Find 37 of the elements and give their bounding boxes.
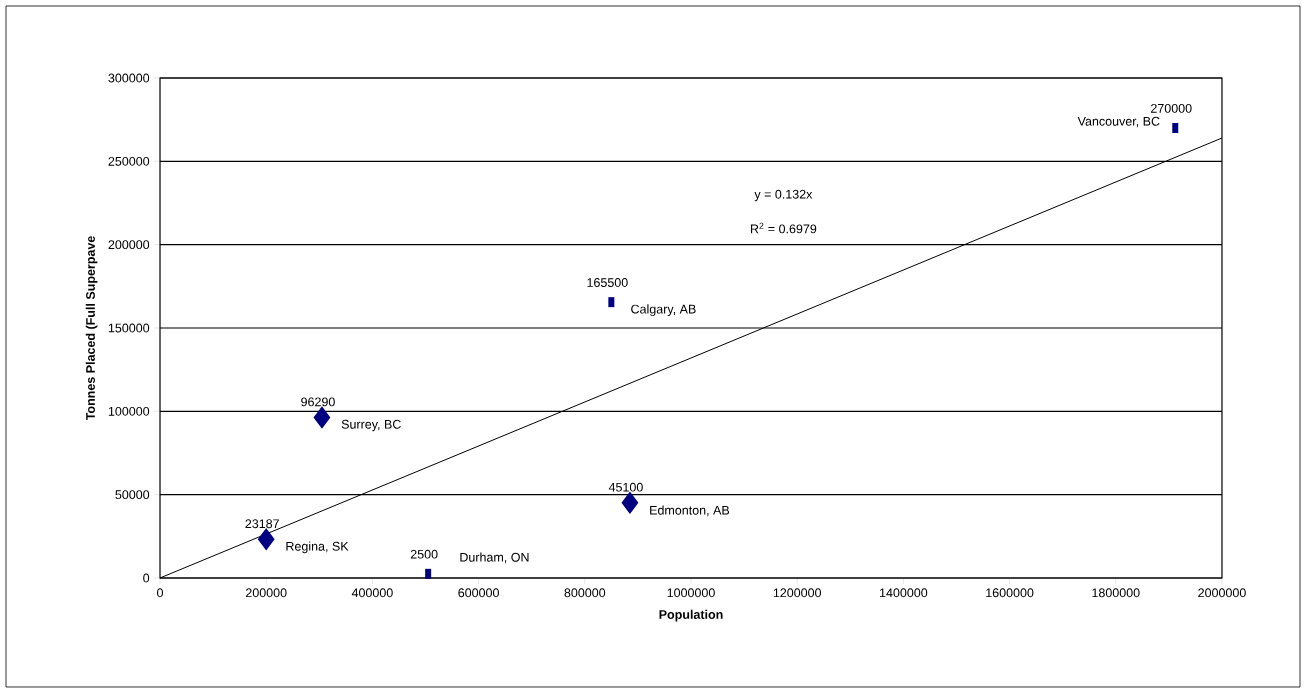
y-tick-label: 300000 — [108, 73, 150, 83]
point — [257, 528, 275, 551]
annotation: Durham, ON — [460, 552, 529, 564]
y-tick-label: 50000 — [115, 490, 150, 500]
x-tick-label: 0 — [157, 588, 163, 598]
y-tick-label: 0 — [143, 573, 150, 583]
annotation: y = 0.132x — [754, 189, 813, 202]
data-label: 165500 — [587, 278, 628, 287]
x-tick-label: 1800000 — [1092, 588, 1140, 598]
x-tick-label: 1400000 — [880, 588, 928, 598]
y-tick-label: 200000 — [108, 240, 150, 250]
data-label: 96290 — [301, 397, 335, 407]
y-tick-label: 100000 — [108, 406, 150, 416]
x-tick-label: 1600000 — [986, 588, 1034, 598]
x-tick-label: 2000000 — [1198, 588, 1246, 598]
annotation: Regina, SK — [286, 541, 349, 554]
data-label: 2500 — [410, 549, 438, 559]
x-tick-label: 1000000 — [667, 588, 715, 598]
point — [621, 492, 639, 514]
x-tick-label: 200000 — [245, 588, 287, 598]
data-label: 23187 — [245, 519, 279, 529]
y-axis-title: Tonnes Placed (Full Superpave — [85, 236, 98, 421]
x-tick-label: 600000 — [458, 588, 499, 598]
x-tick-label: 1200000 — [773, 588, 822, 598]
point — [313, 406, 331, 429]
annotation: Calgary, AB — [631, 304, 696, 316]
x-tick-label: 800000 — [564, 588, 606, 598]
annotation: Surrey, BC — [341, 419, 401, 432]
y-tick-label: 250000 — [108, 156, 150, 166]
x-axis-title: Population — [659, 609, 723, 622]
annotation: Vancouver, BC — [1077, 116, 1160, 128]
data-label: 45100 — [608, 482, 643, 492]
annotation: R$^{2}$ = 0.6979 — [750, 222, 817, 234]
x-tick-label: 400000 — [351, 588, 393, 598]
annotation: Edmonton, AB — [650, 505, 730, 517]
y-tick-label: 150000 — [108, 323, 150, 333]
data-label: 270000 — [1151, 103, 1192, 113]
